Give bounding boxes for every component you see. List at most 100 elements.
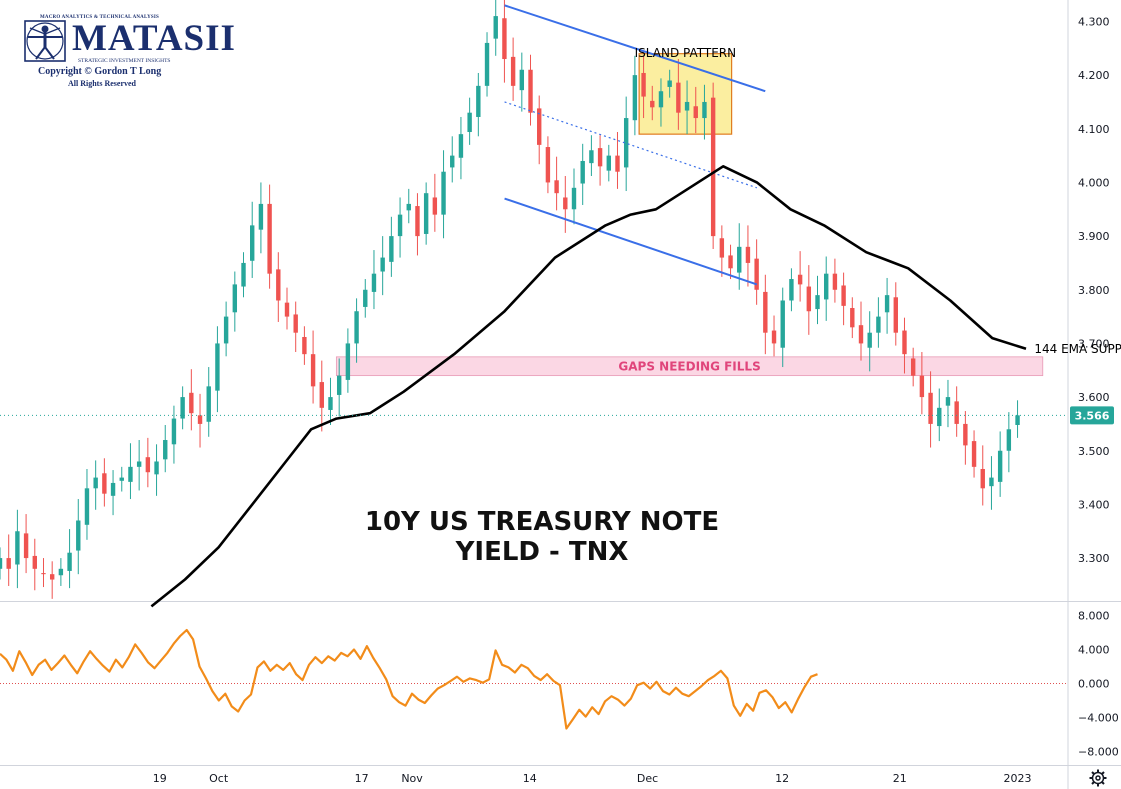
candle-body — [650, 100, 655, 108]
candle-body — [432, 197, 438, 215]
candle-body — [728, 255, 733, 269]
candle-body — [502, 18, 507, 60]
candle-body — [6, 558, 11, 569]
y-tick-label: 4.000 — [1078, 176, 1110, 189]
vitruvian-emblem-icon — [24, 20, 66, 62]
candle-body — [876, 316, 881, 333]
candle-body — [284, 302, 290, 317]
candle-body — [615, 155, 620, 172]
osc-tick-label: 4.000 — [1078, 644, 1110, 657]
candle-body — [467, 112, 472, 133]
candles-layer — [0, 0, 1020, 599]
candle-body — [971, 441, 977, 467]
candle-body — [841, 285, 846, 306]
candle-body — [415, 206, 420, 237]
candle-body — [606, 155, 611, 171]
candle-body — [684, 101, 690, 111]
candle-body — [58, 568, 64, 576]
candle-body — [832, 273, 838, 290]
annotations-layer: ISLAND PATTERN GAPS NEEDING FILLS 144 EMA … — [365, 46, 1121, 567]
y-tick-label: 3.400 — [1078, 498, 1110, 511]
oscillator-layer — [0, 628, 1068, 730]
logo-tagline: STRATEGIC INVESTMENT INSIGHTS — [78, 58, 171, 64]
candle-body — [771, 330, 777, 344]
ema-layer — [150, 165, 1027, 608]
candle-body — [667, 80, 672, 87]
logo-top-line: MACRO ANALYTICS & TECHNICAL ANALYSIS — [40, 15, 159, 20]
ema-support-label: 144 EMA SUPPORT — [1034, 342, 1121, 356]
candle-body — [571, 187, 577, 210]
candle-body — [0, 558, 3, 569]
candle-body — [963, 423, 968, 446]
candle-body — [980, 468, 985, 489]
x-tick-label: 21 — [893, 772, 907, 785]
candle-body — [145, 457, 151, 473]
candle-body — [937, 407, 942, 427]
candle-body — [867, 332, 872, 348]
candle-body — [537, 108, 542, 145]
logo-brand: MATASII — [72, 18, 236, 59]
y-tick-label: 4.200 — [1078, 69, 1110, 82]
candle-body — [32, 555, 37, 569]
candle-body — [163, 440, 168, 460]
channels-layer — [504, 4, 766, 286]
candle-body — [719, 238, 725, 258]
logo-copyright: Copyright © Gordon T Long — [38, 66, 162, 77]
candle-body — [119, 477, 124, 481]
candle-body — [902, 330, 907, 355]
y-tick-label: 3.600 — [1078, 391, 1110, 404]
osc-axis-layer: 8.000 4.000 0.000 −4.000 −8.000 — [1078, 610, 1119, 759]
candle-body — [597, 148, 603, 167]
y-tick-label: 3.300 — [1078, 552, 1110, 565]
oscillator-line — [0, 628, 818, 730]
candle-body — [510, 56, 516, 86]
candle-body — [806, 286, 812, 312]
candle-body — [710, 97, 716, 237]
x-tick-label: Dec — [637, 772, 658, 785]
chart-title-line-2: YIELD - TNX — [455, 537, 629, 567]
candle-body — [354, 311, 359, 344]
candle-body — [197, 415, 203, 424]
candle-body — [737, 246, 742, 273]
candle-body — [945, 397, 951, 406]
candle-body — [336, 375, 342, 395]
candle-body — [458, 134, 464, 158]
candle-body — [745, 246, 751, 263]
candle-body — [110, 482, 116, 496]
candle-body — [328, 397, 333, 410]
x-tick-label: 19 — [153, 772, 167, 785]
y-axis-layer: 3.566 4.300 4.200 4.100 4.000 3.900 3.800 3.700… — [0, 15, 1114, 565]
y-tick-label: 3.700 — [1078, 337, 1110, 350]
candle-body — [380, 257, 385, 272]
candle-body — [154, 461, 159, 475]
candle-body — [884, 295, 890, 313]
candle-body — [954, 401, 959, 424]
candle-body — [789, 279, 794, 301]
x-tick-label: 17 — [355, 772, 369, 785]
candle-body — [928, 392, 933, 424]
chart-title-line-1: 10Y US TREASURY NOTE — [365, 507, 719, 537]
candle-body — [484, 42, 490, 86]
osc-tick-label: −4.000 — [1078, 711, 1119, 724]
y-tick-label: 3.500 — [1078, 445, 1110, 458]
candle-body — [258, 203, 264, 230]
y-tick-label: 3.800 — [1078, 284, 1110, 297]
candle-body — [450, 155, 455, 168]
candle-body — [102, 473, 107, 494]
x-tick-label: Nov — [401, 772, 423, 785]
gear-icon[interactable] — [1088, 768, 1108, 788]
matasii-logo: MACRO ANALYTICS & TECHNICAL ANALYSIS MAT… — [20, 15, 235, 92]
candle-body — [476, 85, 481, 117]
candle-body — [223, 316, 229, 344]
candle-body — [136, 461, 142, 467]
candle-body — [302, 336, 307, 355]
candle-body — [267, 203, 272, 274]
y-tick-label: 4.300 — [1078, 15, 1110, 28]
candle-body — [632, 75, 638, 121]
candle-body — [441, 171, 446, 215]
candle-body — [754, 258, 759, 290]
candle-body — [293, 314, 298, 333]
last-value-label: 3.566 — [1075, 409, 1110, 422]
